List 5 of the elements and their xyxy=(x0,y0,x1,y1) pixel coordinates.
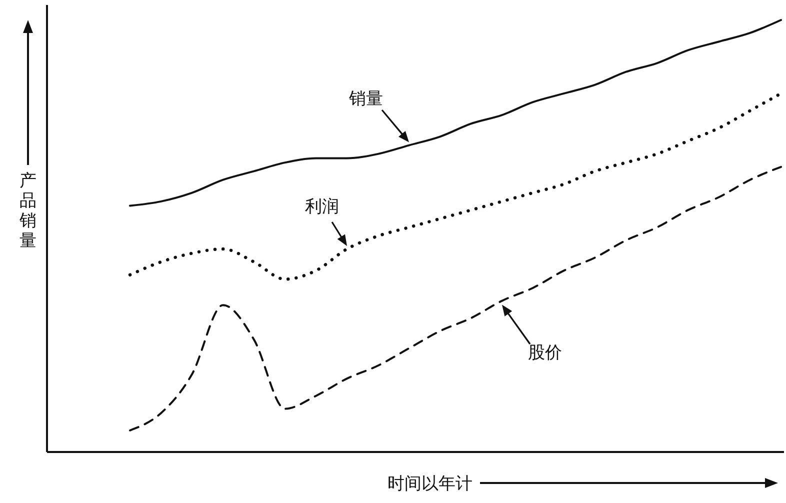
text: 销量 xyxy=(348,89,383,109)
y-axis-title: 产品销量 xyxy=(18,171,36,251)
series-label: 利润 xyxy=(305,197,339,217)
legend-label: 股价 xyxy=(528,343,562,363)
x-axis-title: 时间以年计 xyxy=(388,474,472,494)
